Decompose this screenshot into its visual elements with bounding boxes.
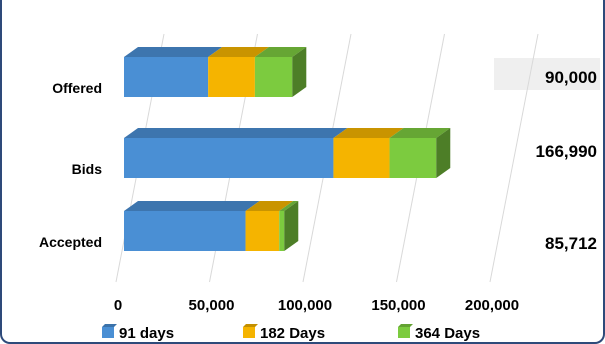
bar-segment-side: [292, 47, 307, 97]
bar-segment-side: [436, 128, 451, 178]
bar-segment-top: [333, 128, 404, 138]
legend: 91 days 182 Days 364 Days: [102, 324, 480, 342]
bar-segment: [279, 211, 285, 251]
bar-segment: [389, 138, 437, 178]
bars: [124, 47, 451, 251]
gridline: [489, 33, 539, 283]
category-label: Accepted: [39, 234, 102, 250]
legend-swatch: [102, 327, 114, 338]
bar-segment-top: [208, 47, 269, 57]
legend-swatch: [398, 327, 410, 338]
bar-segment-top: [254, 47, 307, 57]
legend-label: 182 Days: [260, 325, 325, 342]
bar-segment-top: [389, 128, 451, 138]
bar-segment-top: [124, 47, 223, 57]
bar-segment: [245, 211, 280, 251]
bar-segment-top: [124, 201, 260, 211]
labels: Offered Bids Accepted 90,000 166,990 85,712 0 5…: [39, 68, 597, 314]
legend-label: 364 Days: [415, 325, 480, 342]
legend-swatch-top: [102, 324, 117, 327]
bar-segment-top: [124, 128, 348, 138]
category-label: Offered: [52, 80, 102, 96]
total-value-label: 85,712: [545, 234, 597, 253]
x-tick-label: 100,000: [278, 297, 332, 314]
bar-segment: [124, 57, 209, 97]
total-value-label: 90,000: [545, 68, 597, 87]
x-tick-label: 150,000: [371, 297, 425, 314]
bar-segment: [333, 138, 390, 178]
x-tick-label: 0: [114, 297, 122, 314]
legend-swatch: [243, 327, 255, 338]
bar-segment: [208, 57, 255, 97]
x-tick-label: 200,000: [465, 297, 519, 314]
category-label: Bids: [72, 161, 103, 177]
bar-segment-side: [284, 201, 299, 251]
x-tick-label: 50,000: [189, 297, 235, 314]
bar-segment: [124, 211, 246, 251]
bar-segment-top: [279, 201, 299, 211]
legend-swatch-top: [243, 324, 258, 327]
legend-label: 91 days: [119, 325, 174, 342]
bar-segment: [124, 138, 334, 178]
legend-swatch-top: [398, 324, 413, 327]
highlight-box: [494, 58, 600, 90]
bar-segment-top: [245, 201, 294, 211]
total-value-label: 166,990: [536, 142, 597, 161]
bar-segment: [254, 57, 293, 97]
